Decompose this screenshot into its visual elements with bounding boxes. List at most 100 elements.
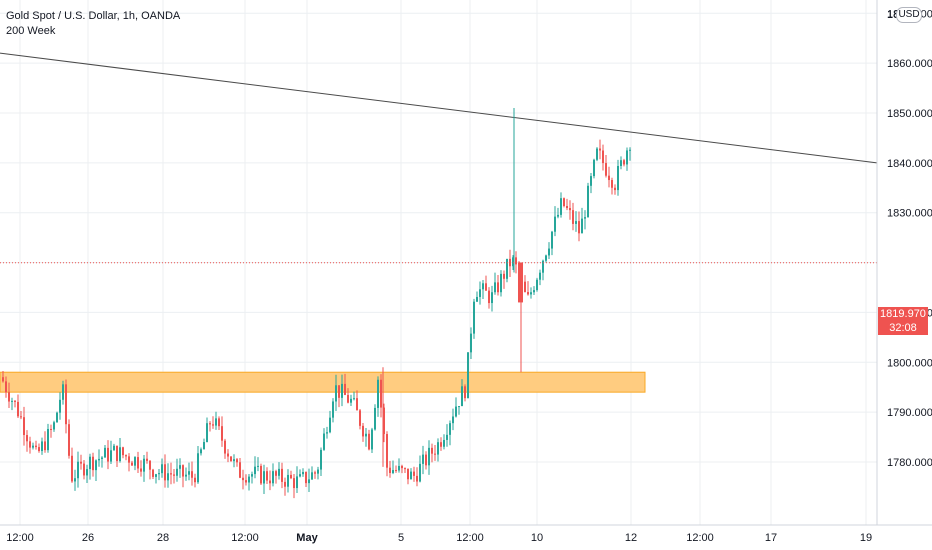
price-axis[interactable]: 1870.0001860.0001850.0001840.0001830.000… xyxy=(876,0,932,525)
indicator-label[interactable]: 200 Week xyxy=(6,25,56,37)
time-tick-label: 12:00 xyxy=(231,532,259,544)
candle xyxy=(317,466,319,480)
candle-body xyxy=(50,428,52,430)
candle xyxy=(482,279,484,299)
candle-body xyxy=(341,383,343,398)
candle xyxy=(440,437,442,451)
candle xyxy=(572,202,574,231)
candle-body xyxy=(404,468,406,470)
trendline-200-week xyxy=(0,52,878,164)
candle xyxy=(161,458,163,478)
candle-body xyxy=(149,460,151,470)
candle xyxy=(8,382,10,408)
candle xyxy=(443,434,445,450)
time-tick-label: 19 xyxy=(860,532,872,544)
candle xyxy=(140,460,142,477)
candle xyxy=(260,463,262,485)
candle-body xyxy=(140,468,142,472)
candle xyxy=(131,460,133,466)
candle xyxy=(419,455,421,483)
candle xyxy=(437,438,439,462)
candle-body xyxy=(197,453,199,483)
candle-body xyxy=(170,473,172,475)
candle xyxy=(566,198,568,211)
candle xyxy=(278,462,280,480)
candle xyxy=(359,408,361,430)
candle xyxy=(146,451,148,464)
candle xyxy=(479,281,481,305)
candle xyxy=(296,466,298,493)
candle-body xyxy=(626,150,628,165)
candle-body xyxy=(212,424,214,426)
candle xyxy=(404,467,406,474)
candle xyxy=(524,275,526,293)
candle xyxy=(68,419,70,459)
candle xyxy=(275,469,277,484)
candle-body xyxy=(89,456,91,470)
candle-body xyxy=(182,465,184,477)
candle xyxy=(548,242,550,260)
candle-body xyxy=(245,480,247,483)
candle-body xyxy=(236,459,238,463)
candle xyxy=(356,390,358,411)
candle-body xyxy=(380,379,382,408)
candle xyxy=(410,468,412,480)
candle xyxy=(116,445,118,467)
candle-body xyxy=(269,480,271,484)
candle xyxy=(461,379,463,407)
candle xyxy=(14,400,16,408)
candle-body xyxy=(164,464,166,481)
candle xyxy=(284,477,286,496)
candle-body xyxy=(494,282,496,293)
candle xyxy=(290,470,292,480)
candle-body xyxy=(44,441,46,451)
candle xyxy=(611,177,613,195)
candle xyxy=(590,173,592,194)
candle xyxy=(59,392,61,420)
candle-body xyxy=(485,283,487,291)
candle xyxy=(491,285,493,312)
candle xyxy=(158,469,160,481)
candle xyxy=(428,440,430,475)
candle-body xyxy=(389,467,391,473)
candle-body xyxy=(449,423,451,435)
candle-body xyxy=(137,457,139,469)
candle-body xyxy=(62,384,64,400)
candle-body xyxy=(410,471,412,480)
candle-body xyxy=(179,465,181,469)
candle-body xyxy=(272,471,274,484)
candle xyxy=(485,275,487,291)
candle-body xyxy=(575,221,577,224)
candle xyxy=(533,286,535,295)
candle-body xyxy=(80,461,82,464)
candle xyxy=(563,197,565,208)
time-axis[interactable]: 12:00 26 28 12:00 May 5 12:00 10 12 12:00 17 19 xyxy=(0,524,932,544)
candle xyxy=(350,394,352,406)
candle xyxy=(209,421,211,432)
candle-body xyxy=(479,289,481,297)
candle-body xyxy=(506,258,508,279)
candle xyxy=(224,438,226,459)
candle xyxy=(539,269,541,286)
candle xyxy=(23,406,25,446)
candle-body xyxy=(476,296,478,302)
candle xyxy=(215,411,217,430)
candle-body xyxy=(242,477,244,481)
candle-body xyxy=(8,392,10,402)
candle-body xyxy=(422,454,424,464)
candle-body xyxy=(59,399,61,413)
price-tick-label: 1830.000 xyxy=(887,208,932,220)
candle xyxy=(401,464,403,474)
support-zone-rect xyxy=(0,371,646,393)
candle xyxy=(362,423,364,442)
candle xyxy=(413,466,415,482)
big-candle-body xyxy=(518,262,523,303)
candle xyxy=(476,291,478,302)
currency-button[interactable]: USD xyxy=(896,7,922,23)
candle xyxy=(608,166,610,188)
candle-body xyxy=(470,333,472,353)
symbol-title[interactable]: Gold Spot / U.S. Dollar, 1h, OANDA xyxy=(6,10,181,22)
candle xyxy=(254,456,256,479)
candle-body xyxy=(401,465,403,469)
